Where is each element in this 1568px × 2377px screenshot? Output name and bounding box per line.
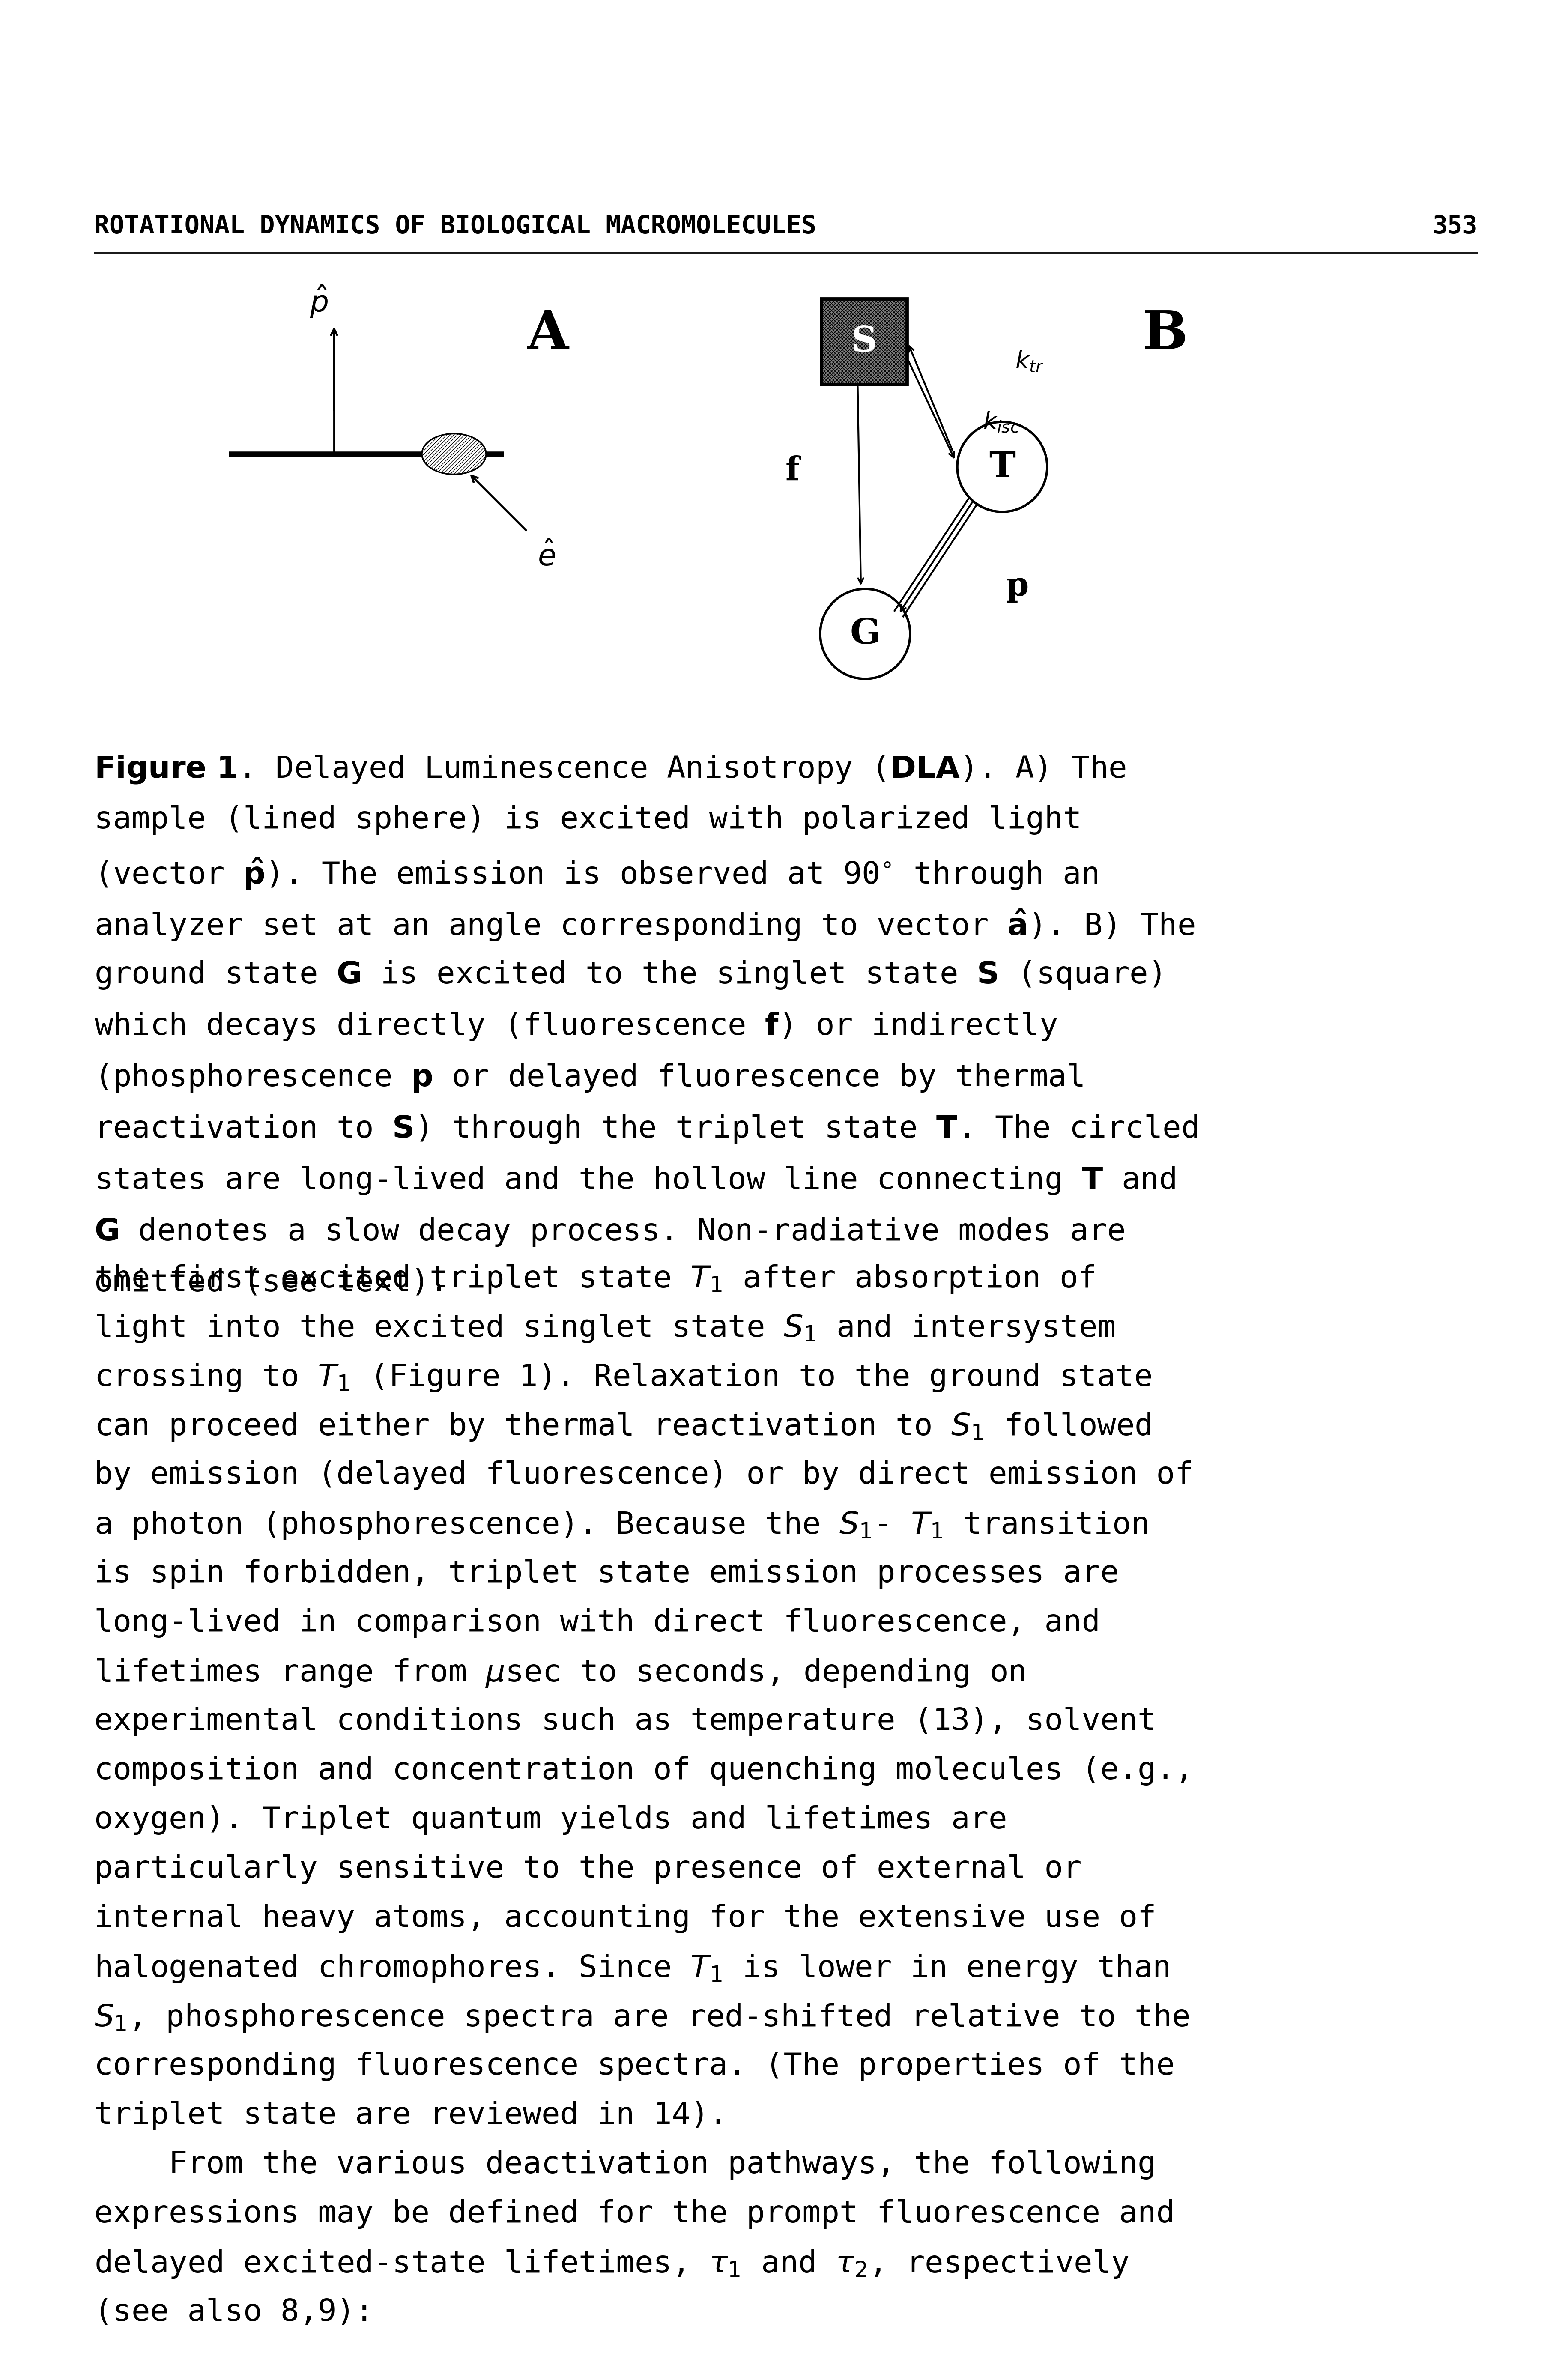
Text: oxygen). Triplet quantum yields and lifetimes are: oxygen). Triplet quantum yields and life… xyxy=(94,1804,1007,1835)
Text: halogenated chromophores. Since $T_1$ is lower in energy than: halogenated chromophores. Since $T_1$ is… xyxy=(94,1954,1170,1985)
Text: crossing to $T_1$ (Figure 1). Relaxation to the ground state: crossing to $T_1$ (Figure 1). Relaxation… xyxy=(94,1362,1151,1393)
Bar xyxy=(822,300,906,383)
Text: lifetimes range from $\mu$sec to seconds, depending on: lifetimes range from $\mu$sec to seconds… xyxy=(94,1657,1025,1688)
Text: light into the excited singlet state $S_1$ and intersystem: light into the excited singlet state $S_… xyxy=(94,1312,1115,1343)
Text: p: p xyxy=(1005,570,1029,604)
Text: ROTATIONAL DYNAMICS OF BIOLOGICAL MACROMOLECULES: ROTATIONAL DYNAMICS OF BIOLOGICAL MACROM… xyxy=(94,214,817,238)
Text: ground state $\mathbf{G}$ is excited to the singlet state $\mathbf{S}$ (square): ground state $\mathbf{G}$ is excited to … xyxy=(94,960,1160,991)
Text: reactivation to $\mathbf{S}$) through the triplet state $\mathbf{T}$. The circle: reactivation to $\mathbf{S}$) through th… xyxy=(94,1112,1198,1146)
Text: (vector $\mathbf{\hat{p}}$). The emission is observed at 90$^{\circ}$ through an: (vector $\mathbf{\hat{p}}$). The emissio… xyxy=(94,856,1098,891)
Text: S: S xyxy=(851,323,877,359)
Bar xyxy=(820,297,908,385)
Text: is spin forbidden, triplet state emission processes are: is spin forbidden, triplet state emissio… xyxy=(94,1559,1120,1588)
Text: sample (lined sphere) is excited with polarized light: sample (lined sphere) is excited with po… xyxy=(94,806,1082,834)
Text: internal heavy atoms, accounting for the extensive use of: internal heavy atoms, accounting for the… xyxy=(94,1904,1156,1933)
Text: omitted (see text).: omitted (see text). xyxy=(94,1267,448,1298)
Text: can proceed either by thermal reactivation to $S_1$ followed: can proceed either by thermal reactivati… xyxy=(94,1412,1151,1443)
Text: by emission (delayed fluorescence) or by direct emission of: by emission (delayed fluorescence) or by… xyxy=(94,1459,1193,1490)
Ellipse shape xyxy=(422,433,486,475)
Text: f: f xyxy=(786,456,800,487)
Text: particularly sensitive to the presence of external or: particularly sensitive to the presence o… xyxy=(94,1854,1082,1885)
Text: the first excited triplet state $T_1$ after absorption of: the first excited triplet state $T_1$ af… xyxy=(94,1265,1094,1295)
Text: $\hat{p}$: $\hat{p}$ xyxy=(310,283,328,319)
Text: states are long-lived and the hollow line connecting $\mathbf{T}$ and: states are long-lived and the hollow lin… xyxy=(94,1165,1176,1196)
Text: B: B xyxy=(1143,309,1187,361)
Text: which decays directly (fluorescence $\mathbf{f}$) or indirectly: which decays directly (fluorescence $\ma… xyxy=(94,1010,1057,1041)
Text: $\mathbf{Figure\ 1}$. Delayed Luminescence Anisotropy ($\mathbf{DLA}$). A) The: $\mathbf{Figure\ 1}$. Delayed Luminescen… xyxy=(94,754,1126,784)
Text: long-lived in comparison with direct fluorescence, and: long-lived in comparison with direct flu… xyxy=(94,1609,1101,1638)
Text: (phosphorescence $\mathbf{p}$ or delayed fluorescence by thermal: (phosphorescence $\mathbf{p}$ or delayed… xyxy=(94,1063,1083,1093)
Text: triplet state are reviewed in 14).: triplet state are reviewed in 14). xyxy=(94,2101,728,2130)
Text: expressions may be defined for the prompt fluorescence and: expressions may be defined for the promp… xyxy=(94,2199,1174,2230)
Text: $k_{tr}$: $k_{tr}$ xyxy=(1014,349,1044,373)
Circle shape xyxy=(820,589,909,680)
Text: (see also 8,9):: (see also 8,9): xyxy=(94,2299,373,2327)
Text: A: A xyxy=(527,309,569,361)
Text: $k_{isc}$: $k_{isc}$ xyxy=(983,411,1019,433)
Text: 353: 353 xyxy=(1433,214,1477,238)
Circle shape xyxy=(956,421,1047,511)
Text: experimental conditions such as temperature (13), solvent: experimental conditions such as temperat… xyxy=(94,1707,1156,1735)
Text: a photon (phosphorescence). Because the $S_1$- $T_1$ transition: a photon (phosphorescence). Because the … xyxy=(94,1509,1148,1540)
Text: From the various deactivation pathways, the following: From the various deactivation pathways, … xyxy=(94,2151,1156,2180)
Text: analyzer set at an angle corresponding to vector $\mathbf{\hat{a}}$). B) The: analyzer set at an angle corresponding t… xyxy=(94,908,1195,944)
Text: T: T xyxy=(989,449,1016,485)
Text: delayed excited-state lifetimes, $\tau_1$ and $\tau_2$, respectively: delayed excited-state lifetimes, $\tau_1… xyxy=(94,2249,1129,2280)
Text: corresponding fluorescence spectra. (The properties of the: corresponding fluorescence spectra. (The… xyxy=(94,2051,1174,2080)
Text: $\mathbf{G}$ denotes a slow decay process. Non-radiative modes are: $\mathbf{G}$ denotes a slow decay proces… xyxy=(94,1217,1124,1248)
Text: $\hat{e}$: $\hat{e}$ xyxy=(538,542,555,570)
Text: $S_1$, phosphorescence spectra are red-shifted relative to the: $S_1$, phosphorescence spectra are red-s… xyxy=(94,2001,1190,2032)
Text: composition and concentration of quenching molecules (e.g.,: composition and concentration of quenchi… xyxy=(94,1757,1193,1785)
Text: G: G xyxy=(850,616,880,651)
